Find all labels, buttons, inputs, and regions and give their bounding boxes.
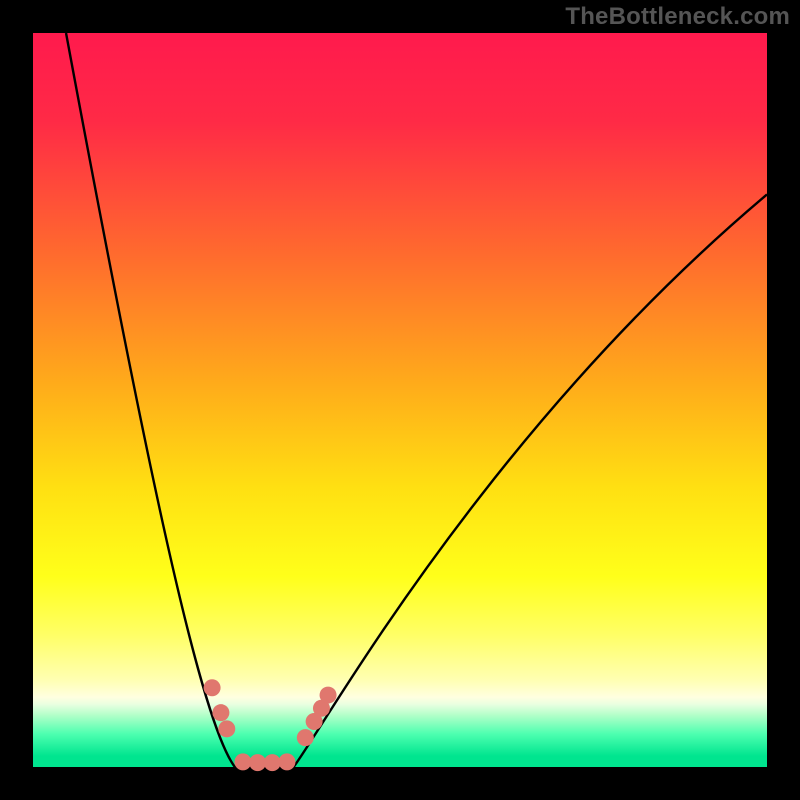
- curve-marker: [212, 704, 229, 721]
- watermark-text: TheBottleneck.com: [565, 3, 790, 31]
- curve-marker: [320, 687, 337, 704]
- curve-marker: [218, 720, 235, 737]
- bottleneck-curve: [66, 33, 767, 767]
- curve-marker: [204, 679, 221, 696]
- curve-layer: [33, 33, 767, 767]
- curve-marker: [278, 753, 295, 770]
- curve-marker: [249, 754, 266, 771]
- curve-marker: [297, 729, 314, 746]
- curve-marker: [264, 754, 281, 771]
- chart-container: TheBottleneck.com: [0, 0, 800, 800]
- curve-marker: [234, 753, 251, 770]
- plot-area: [33, 33, 767, 767]
